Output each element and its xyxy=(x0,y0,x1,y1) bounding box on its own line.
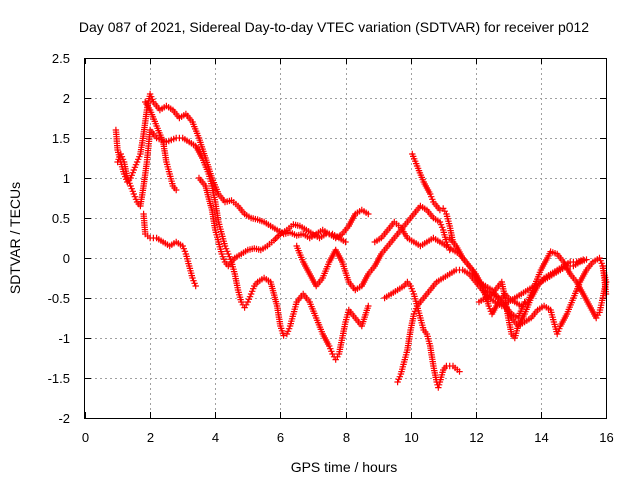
x-tick-label: 8 xyxy=(343,430,350,445)
series-track-9 xyxy=(394,302,463,391)
ticks-layer: 0 2 4 6 8 10 12 14 16 -2 -1.5 -1 -0.5 0 0.5 1 1.5 2 2.5 xyxy=(48,51,614,445)
y-tick-label: -2 xyxy=(58,411,70,426)
series-markers-track-6 xyxy=(293,202,453,294)
series-markers-track-8 xyxy=(409,150,457,246)
series-track-4 xyxy=(142,98,180,194)
series-markers-track-2 xyxy=(114,126,372,363)
series-markers-track-5 xyxy=(195,174,349,270)
x-tick-label: 10 xyxy=(404,430,418,445)
series-track-8 xyxy=(409,150,457,246)
y-tick-label: -1.5 xyxy=(48,371,70,386)
chart-title: Day 087 of 2021, Sidereal Day-to-day VTE… xyxy=(79,19,589,35)
series-markers-track-13 xyxy=(475,256,587,342)
y-tick-label: 0 xyxy=(63,251,70,266)
y-tick-label: 1 xyxy=(63,171,70,186)
series-markers-track-4 xyxy=(142,98,180,194)
plot-frame xyxy=(84,58,607,419)
x-tick-label: 14 xyxy=(534,430,548,445)
x-tick-label: 0 xyxy=(82,430,89,445)
y-tick-label: 0.5 xyxy=(52,211,70,226)
series-layer xyxy=(112,90,610,391)
series-markers-track-9 xyxy=(394,302,463,391)
series-track-13 xyxy=(475,256,587,342)
y-tick-label: 1.5 xyxy=(52,131,70,146)
x-tick-label: 16 xyxy=(599,430,613,445)
series-markers-track-14 xyxy=(599,262,610,298)
x-tick-label: 6 xyxy=(277,430,284,445)
series-track-5 xyxy=(195,174,349,270)
y-tick-label: -1 xyxy=(58,331,70,346)
x-tick-label: 12 xyxy=(469,430,483,445)
x-tick-label: 4 xyxy=(212,430,219,445)
series-track-14 xyxy=(599,262,610,298)
x-tick-label: 2 xyxy=(147,430,154,445)
series-markers-track-3 xyxy=(140,210,199,290)
y-tick-label: 2 xyxy=(63,91,70,106)
x-axis-label: GPS time / hours xyxy=(291,459,398,475)
series-track-2 xyxy=(114,126,372,363)
series-track-3 xyxy=(140,210,199,290)
series-track-6 xyxy=(293,202,453,294)
y-axis-label: SDTVAR / TECUs xyxy=(7,182,23,294)
y-tick-label: 2.5 xyxy=(52,51,70,66)
y-tick-label: -0.5 xyxy=(48,291,70,306)
